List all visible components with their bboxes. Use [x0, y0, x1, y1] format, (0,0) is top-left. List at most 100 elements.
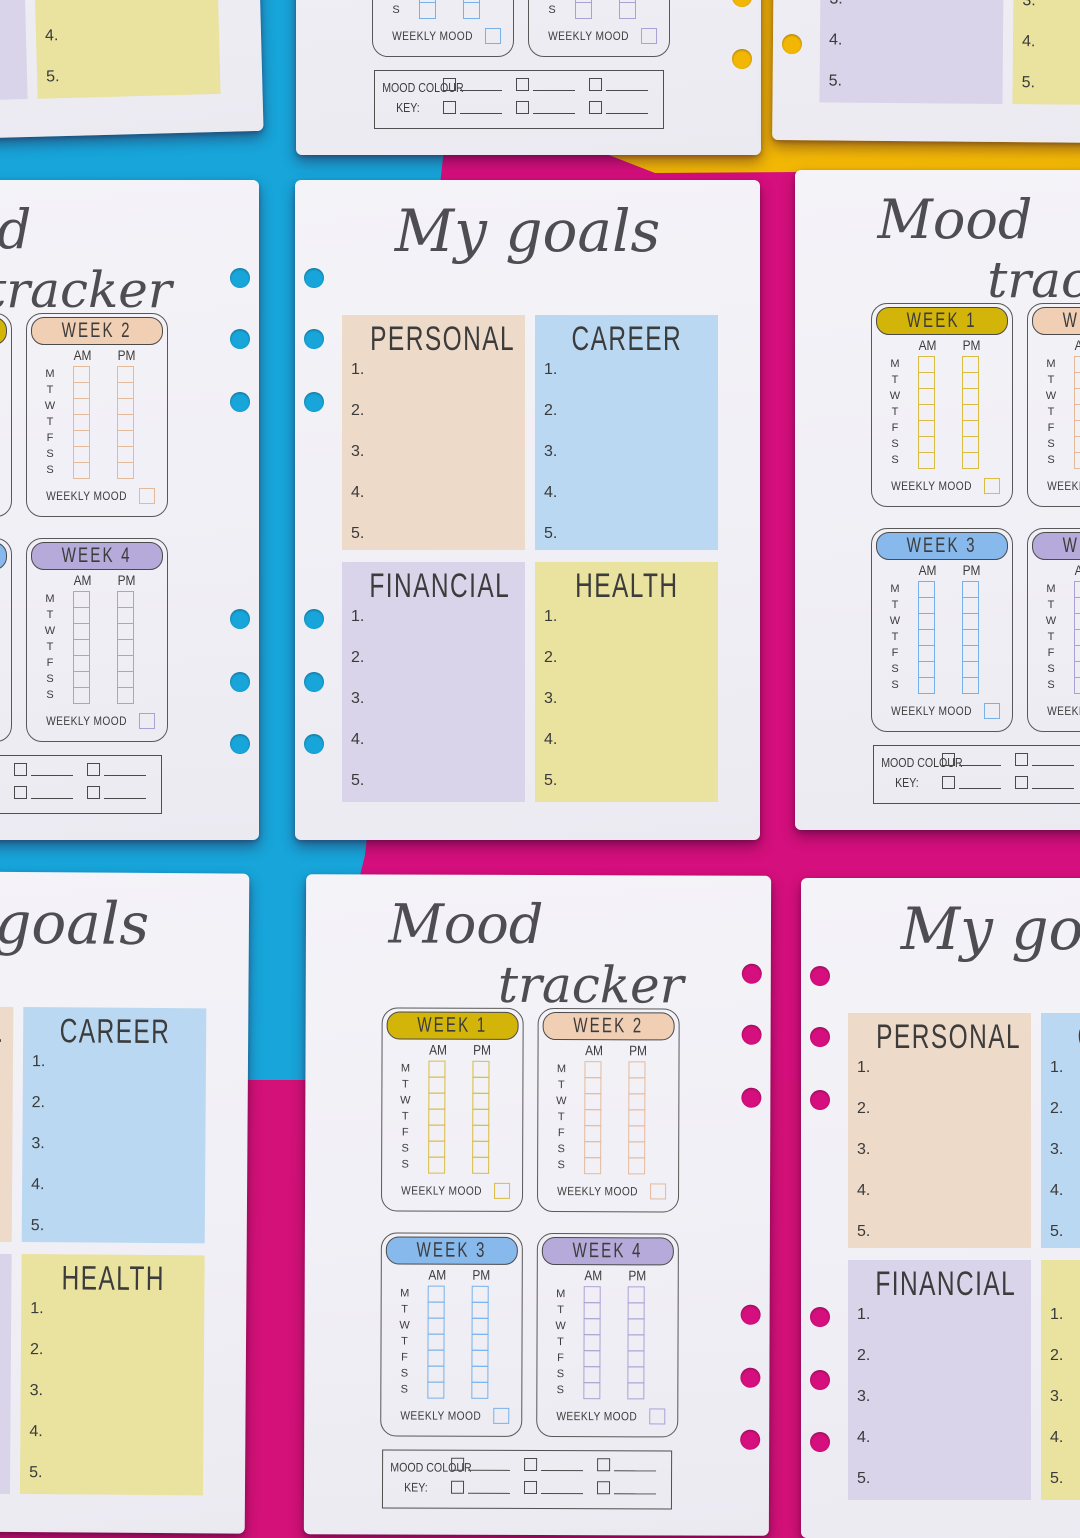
- binder-hole: [230, 329, 250, 349]
- mood-checkbox: [619, 2, 636, 19]
- page-title-text: My goals: [900, 895, 1080, 963]
- top-right-goals-page: My goalsPERSONAL1.2.3.4.5.CAREER1.2.3.4.…: [772, 0, 1080, 145]
- week-pill: WEEK 1: [876, 307, 1008, 335]
- key-colour-checkbox: [597, 1458, 611, 1472]
- goal-line-number: 1.: [351, 608, 365, 625]
- key-colour-line: [104, 786, 146, 799]
- page-title-line2: tracker: [406, 956, 776, 1015]
- mood-checkbox: [117, 446, 134, 463]
- mood-checkbox: [575, 2, 592, 19]
- day-label: S: [401, 1142, 409, 1155]
- quadrant-header: FINANCIAL: [848, 1265, 1031, 1304]
- quadrant-header-text: HEALTH: [61, 1259, 165, 1299]
- goal-line-number: 2.: [1050, 1100, 1064, 1117]
- key-label-line2: KEY:: [404, 1480, 428, 1495]
- pm-label-text: PM: [628, 1042, 647, 1059]
- mood-checkbox: [117, 462, 134, 479]
- am-checkbox-ladder: [427, 1285, 445, 1399]
- mood-checkbox: [427, 1333, 445, 1351]
- mood-checkbox: [962, 372, 979, 389]
- key-colour-checkbox: [87, 786, 100, 799]
- goal-line-number: 4.: [44, 27, 59, 45]
- week-pill-label: WEEK 4: [572, 1239, 643, 1263]
- mood-checkbox: [117, 687, 134, 704]
- day-label: T: [1047, 406, 1055, 418]
- am-label-text: AM: [583, 1267, 602, 1284]
- week-pill: WEEK 2: [1032, 307, 1080, 335]
- weekly-mood-row: WEEKLY MOOD: [0, 488, 11, 504]
- day-label: F: [401, 1126, 409, 1139]
- mood-checkbox: [428, 1060, 446, 1078]
- goal-line-number: 2.: [857, 1347, 871, 1364]
- pm-checkbox-ladder: [962, 581, 979, 694]
- mood-checkbox: [962, 645, 979, 662]
- pm-checkbox-ladder: [628, 1061, 646, 1175]
- mood-checkbox: [962, 452, 979, 469]
- goal-line-number: 5.: [1050, 1470, 1064, 1487]
- key-colour-line: [31, 786, 73, 799]
- day-label: S: [1047, 438, 1055, 450]
- mood-checkbox: [117, 382, 134, 399]
- day-label: S: [556, 1368, 565, 1381]
- day-label: T: [1047, 631, 1055, 643]
- key-colour-line: [533, 78, 575, 91]
- binder-hole: [810, 1090, 830, 1110]
- pm-checkbox-ladder: [471, 1285, 489, 1399]
- binder-hole: [304, 734, 324, 754]
- goal-line-number: 4.: [1021, 33, 1036, 51]
- binder-hole: [304, 609, 324, 629]
- mood-checkbox: [471, 1381, 489, 1399]
- page-title-line2: tracker: [0, 264, 264, 317]
- pm-column-label: PM: [109, 347, 143, 365]
- goal-line-number: 5.: [30, 1217, 45, 1235]
- mood-checkbox: [918, 436, 935, 453]
- goal-line-number: 1.: [30, 1300, 44, 1318]
- day-label: W: [889, 390, 901, 402]
- key-colour-checkbox: [87, 763, 100, 776]
- pm-checkbox-ladder: [962, 356, 979, 469]
- week-pill-label: WEEK 3: [906, 534, 978, 557]
- binder-hole: [230, 734, 250, 754]
- day-label: T: [401, 1335, 408, 1348]
- mood-checkbox: [73, 607, 90, 624]
- mood-checkbox: [583, 1334, 601, 1352]
- week-pill: WEEK 2: [542, 1012, 675, 1041]
- mood-checkbox: [117, 623, 134, 640]
- mood-checkbox: [471, 1285, 489, 1303]
- page-title: My goals: [0, 888, 249, 958]
- mood-checkbox: [117, 430, 134, 447]
- key-label-line2: KEY:: [895, 776, 919, 790]
- day-label: F: [46, 657, 54, 669]
- day-label: M: [556, 1063, 567, 1076]
- binder-hole: [740, 1429, 761, 1450]
- binder-hole: [741, 963, 762, 984]
- goal-quadrant-career: CAREER 1. 2. 3. 4. 5.: [1041, 1013, 1080, 1248]
- mood-checkbox: [427, 1381, 445, 1399]
- week-pill-label: WEEK 2: [61, 319, 133, 342]
- binder-hole: [810, 1027, 830, 1047]
- goal-line-number: 3.: [31, 1135, 45, 1153]
- mood-checkbox: [962, 613, 979, 630]
- goal-line-number: 5.: [45, 68, 60, 86]
- mood-checkbox: [471, 1349, 489, 1367]
- am-checkbox-ladder: [73, 366, 90, 479]
- mood-checkbox: [1074, 356, 1080, 373]
- day-label: S: [557, 1143, 565, 1156]
- goal-line-number: 1.: [31, 1053, 46, 1071]
- mood-checkbox: [117, 655, 134, 672]
- key-colour-line: [541, 1458, 584, 1472]
- quadrant-header: HEALTH: [21, 1259, 204, 1299]
- goal-line-number: 3.: [544, 690, 558, 707]
